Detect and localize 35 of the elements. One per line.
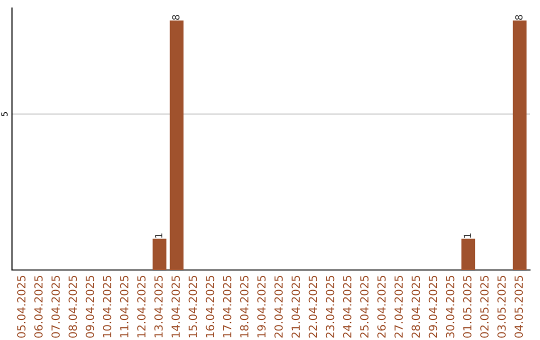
x-tick-label: 01.05.2025 — [463, 276, 472, 338]
x-tick-label: 14.04.2025 — [171, 276, 180, 338]
x-tick-label: 23.04.2025 — [326, 276, 334, 338]
x-tick-label: 21.04.2025 — [292, 276, 300, 338]
data-label: 1 — [155, 234, 162, 238]
x-tick-label: 19.04.2025 — [257, 276, 266, 338]
x-tick-label: 08.04.2025 — [68, 276, 77, 338]
x-tick-label: 06.04.2025 — [34, 276, 43, 338]
data-label: 8 — [172, 14, 180, 20]
x-tick-label: 28.04.2025 — [412, 276, 420, 338]
x-tick-label: 17.04.2025 — [222, 276, 232, 338]
x-tick-label: 24.04.2025 — [343, 276, 352, 338]
x-tick-label: 10.04.2025 — [102, 276, 112, 338]
x-tick-label: 16.04.2025 — [206, 276, 214, 338]
y-tick-label: 5 — [1, 112, 8, 116]
x-tick-label: 03.05.2025 — [497, 276, 506, 338]
x-tick-label: 12.04.2025 — [137, 276, 146, 338]
data-label: 8 — [515, 14, 523, 20]
x-tick-label: 04.05.2025 — [514, 276, 523, 338]
x-tick-label: 11.04.2025 — [120, 276, 128, 338]
x-tick-label: 02.05.2025 — [480, 276, 489, 338]
x-tick-label: 18.04.2025 — [240, 276, 248, 338]
x-tick-label: 07.04.2025 — [51, 276, 60, 338]
x-tick-label: 26.04.2025 — [377, 276, 386, 338]
x-tick-label: 13.04.2025 — [154, 276, 163, 338]
x-tick-label: 27.04.2025 — [394, 276, 403, 338]
x-tick-label: 09.04.2025 — [86, 276, 94, 338]
x-tick-label: 29.04.2025 — [428, 276, 438, 338]
x-tick-label: 25.04.2025 — [360, 276, 369, 338]
x-tick-label: 22.04.2025 — [308, 276, 318, 338]
data-label: 1 — [464, 234, 471, 238]
x-tick-label: 20.04.2025 — [274, 276, 283, 338]
x-tick-label: 30.04.2025 — [446, 276, 454, 338]
x-tick-label: 15.04.2025 — [188, 276, 198, 338]
x-tick-label: 05.04.2025 — [17, 276, 26, 338]
